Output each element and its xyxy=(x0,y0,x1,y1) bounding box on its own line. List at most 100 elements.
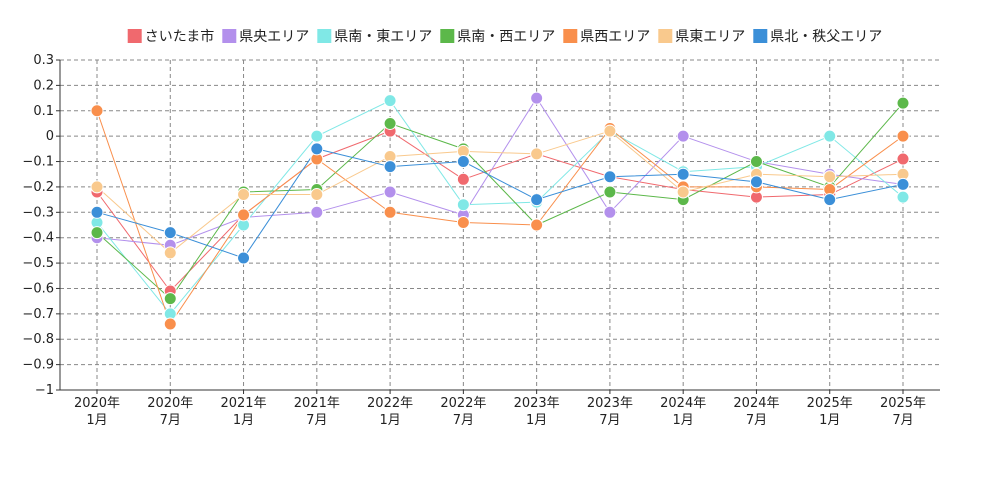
y-tick-label: −0.3 xyxy=(22,205,54,220)
legend-item[interactable]: 県北・秩父エリア xyxy=(753,29,882,45)
y-tick-label: −0.8 xyxy=(22,332,54,347)
y-tick-label: 0 xyxy=(46,129,54,144)
data-point-6[interactable] xyxy=(603,170,617,184)
data-point-2[interactable] xyxy=(823,129,837,143)
x-tick-label: 2020年 1月 xyxy=(74,396,120,428)
y-tick-label: 0.3 xyxy=(33,53,54,68)
y-tick-label: 0.2 xyxy=(33,78,54,93)
data-point-6[interactable] xyxy=(90,205,104,219)
data-point-3[interactable] xyxy=(896,96,910,110)
data-point-5[interactable] xyxy=(676,185,690,199)
legend-swatch xyxy=(317,29,332,43)
data-point-1[interactable] xyxy=(676,129,690,143)
data-point-5[interactable] xyxy=(163,246,177,260)
data-point-5[interactable] xyxy=(603,124,617,138)
series-line-0 xyxy=(96,130,904,292)
legend-item[interactable]: 県央エリア xyxy=(222,29,309,45)
legend-item[interactable]: さいたま市 xyxy=(127,28,215,45)
legend-label: 県西エリア xyxy=(580,29,650,45)
x-tick-label: 2023年 1月 xyxy=(514,396,560,428)
data-point-2[interactable] xyxy=(456,198,470,212)
y-tick-label: −1 xyxy=(35,383,54,398)
data-point-6[interactable] xyxy=(676,167,690,181)
legend-label: 県南・西エリア xyxy=(457,29,555,45)
y-tick-label: 0.1 xyxy=(33,104,54,119)
axes: 0.3 0.2 0.1 0 −0.1 −0.2 −0.3 −0.4 −0.5 −0.6 −0.7 −0… xyxy=(22,53,940,428)
legend-label: さいたま市 xyxy=(145,28,215,45)
data-point-2[interactable] xyxy=(383,94,397,108)
y-tick-label: −0.9 xyxy=(22,358,54,373)
data-point-4[interactable] xyxy=(383,205,397,219)
legend-swatch xyxy=(222,29,237,43)
data-point-0[interactable] xyxy=(456,172,470,186)
series-line-3 xyxy=(96,102,904,300)
legend-item[interactable]: 県南・西エリア xyxy=(440,29,555,45)
data-point-4[interactable] xyxy=(456,215,470,229)
data-point-3[interactable] xyxy=(749,155,763,169)
data-point-1[interactable] xyxy=(310,205,324,219)
x-tick-label: 2025年 7月 xyxy=(880,396,926,428)
data-point-4[interactable] xyxy=(896,129,910,143)
x-tick-label: 2021年 1月 xyxy=(220,396,266,428)
x-tick-label: 2020年 7月 xyxy=(147,396,193,428)
data-point-4[interactable] xyxy=(90,104,104,118)
x-tick-label: 2022年 1月 xyxy=(367,396,413,428)
y-tick-label: −0.5 xyxy=(22,256,54,271)
series-line-5 xyxy=(96,130,904,254)
series-lines xyxy=(90,91,910,331)
data-point-6[interactable] xyxy=(749,175,763,189)
legend-label: 県央エリア xyxy=(239,29,309,45)
legend-swatch xyxy=(658,29,673,43)
data-point-3[interactable] xyxy=(163,292,177,306)
legend-label: 県北・秩父エリア xyxy=(770,29,882,45)
data-point-4[interactable] xyxy=(237,208,251,222)
data-point-4[interactable] xyxy=(163,317,177,331)
data-point-4[interactable] xyxy=(530,218,544,232)
data-point-3[interactable] xyxy=(603,185,617,199)
data-point-6[interactable] xyxy=(456,155,470,169)
data-point-6[interactable] xyxy=(823,193,837,207)
data-point-3[interactable] xyxy=(90,226,104,240)
data-point-2[interactable] xyxy=(310,129,324,143)
legend-label: 県東エリア xyxy=(675,29,745,45)
legend: さいたま市 県央エリア 県南・東エリア 県南・西エリア 県西エリア 県東エリア 県北・秩父エ… xyxy=(127,28,882,45)
data-point-1[interactable] xyxy=(383,185,397,199)
series-line-4 xyxy=(96,110,904,326)
series-line-2 xyxy=(96,99,904,315)
legend-item[interactable]: 県東エリア xyxy=(658,29,745,45)
data-point-1[interactable] xyxy=(530,91,544,105)
data-point-6[interactable] xyxy=(310,142,324,156)
data-point-5[interactable] xyxy=(237,188,251,202)
legend-item[interactable]: 県南・東エリア xyxy=(317,29,432,45)
y-tick-label: −0.6 xyxy=(22,281,54,296)
legend-swatch xyxy=(753,29,768,43)
data-point-6[interactable] xyxy=(896,177,910,191)
data-point-6[interactable] xyxy=(237,251,251,265)
y-tick-label: −0.7 xyxy=(22,307,54,322)
series-line-1 xyxy=(96,97,904,246)
data-point-6[interactable] xyxy=(383,160,397,174)
data-point-5[interactable] xyxy=(530,147,544,161)
data-point-1[interactable] xyxy=(603,205,617,219)
legend-swatch xyxy=(563,29,578,43)
series-line-6 xyxy=(96,148,904,259)
legend-swatch xyxy=(127,29,142,43)
data-point-5[interactable] xyxy=(310,188,324,202)
data-point-3[interactable] xyxy=(383,116,397,130)
data-point-5[interactable] xyxy=(90,180,104,194)
x-tick-label: 2022年 7月 xyxy=(440,396,486,428)
legend-swatch xyxy=(440,29,455,43)
x-tick-label: 2024年 1月 xyxy=(660,396,706,428)
legend-item[interactable]: 県西エリア xyxy=(563,29,650,45)
legend-label: 県南・東エリア xyxy=(334,29,432,45)
data-point-2[interactable] xyxy=(896,190,910,204)
data-point-6[interactable] xyxy=(530,193,544,207)
y-tick-label: −0.1 xyxy=(22,155,54,170)
data-point-0[interactable] xyxy=(896,152,910,166)
y-tick-label: −0.2 xyxy=(22,180,54,195)
data-point-6[interactable] xyxy=(163,226,177,240)
x-tick-label: 2023年 7月 xyxy=(587,396,633,428)
data-point-5[interactable] xyxy=(823,170,837,184)
